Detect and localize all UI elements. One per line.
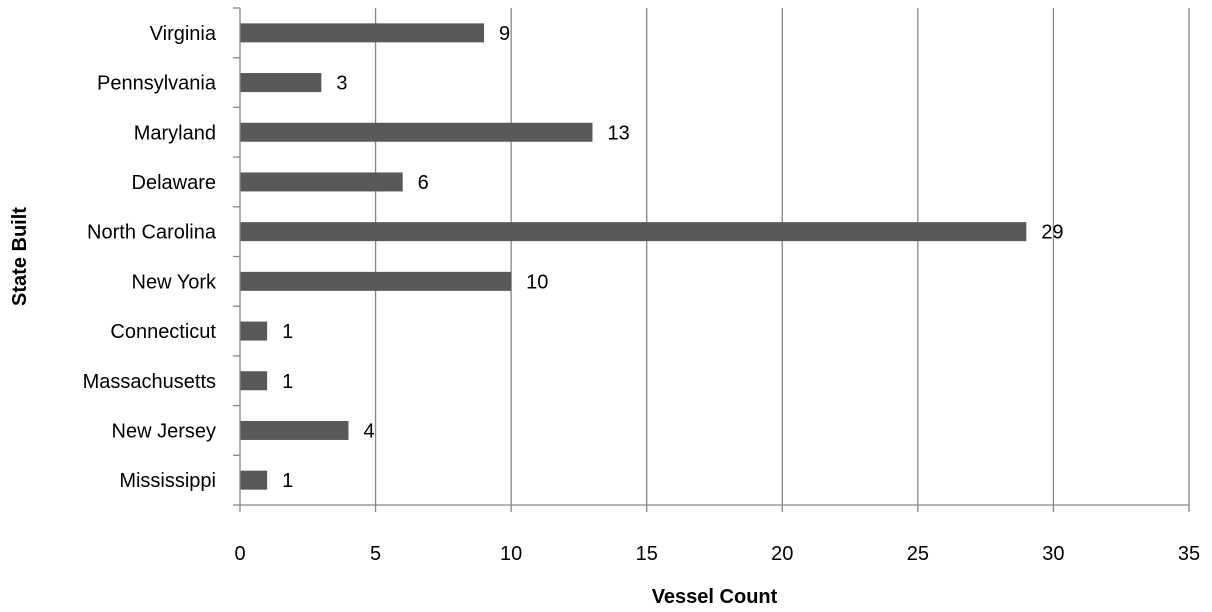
category-label: Pennsylvania [97, 73, 217, 95]
category-label: Delaware [132, 172, 216, 194]
bar-maryland [240, 122, 593, 142]
category-label: New York [132, 271, 217, 293]
bar-mississippi [240, 470, 268, 490]
bar-new-jersey [240, 420, 349, 440]
bar-virginia [240, 23, 485, 43]
data-label: 9 [499, 23, 510, 45]
data-label: 1 [282, 371, 293, 393]
x-tick-label: 35 [1178, 543, 1200, 565]
bar-delaware [240, 172, 403, 192]
category-label: New Jersey [112, 420, 216, 442]
data-label: 6 [418, 172, 429, 194]
category-label: North Carolina [87, 222, 217, 244]
category-label: Maryland [134, 122, 216, 144]
labels: 0 5 10 15 20 25 30 35 Virginia 9 Pennsylvania 3 Mary… [83, 23, 1201, 565]
category-label: Massachusetts [83, 371, 216, 393]
bar-pennsylvania [240, 73, 322, 93]
x-axis-title: Vessel Count [652, 586, 778, 608]
bar-north-carolina [240, 222, 1027, 242]
bar-connecticut [240, 321, 268, 341]
x-tick-label: 10 [500, 543, 522, 565]
bars [240, 23, 1027, 490]
gridlines [374, 8, 1190, 505]
data-label: 10 [526, 271, 548, 293]
x-tick-label: 30 [1042, 543, 1064, 565]
bar-new-york [240, 271, 512, 291]
x-tick-label: 15 [636, 543, 658, 565]
data-label: 13 [607, 122, 629, 144]
bar-massachusetts [240, 371, 268, 391]
category-label: Mississippi [119, 470, 216, 492]
y-axis-title: State Built [9, 207, 31, 306]
data-label: 29 [1041, 222, 1063, 244]
data-label: 4 [363, 420, 374, 442]
x-tick-label: 25 [907, 543, 929, 565]
x-tick-label: 5 [370, 543, 381, 565]
x-tick-label: 20 [771, 543, 793, 565]
data-label: 1 [282, 321, 293, 343]
data-label: 1 [282, 470, 293, 492]
category-label: Connecticut [110, 321, 216, 343]
category-label: Virginia [150, 23, 217, 45]
data-label: 3 [336, 73, 347, 95]
axes [233, 7, 1190, 512]
x-tick-label: 0 [234, 543, 245, 565]
